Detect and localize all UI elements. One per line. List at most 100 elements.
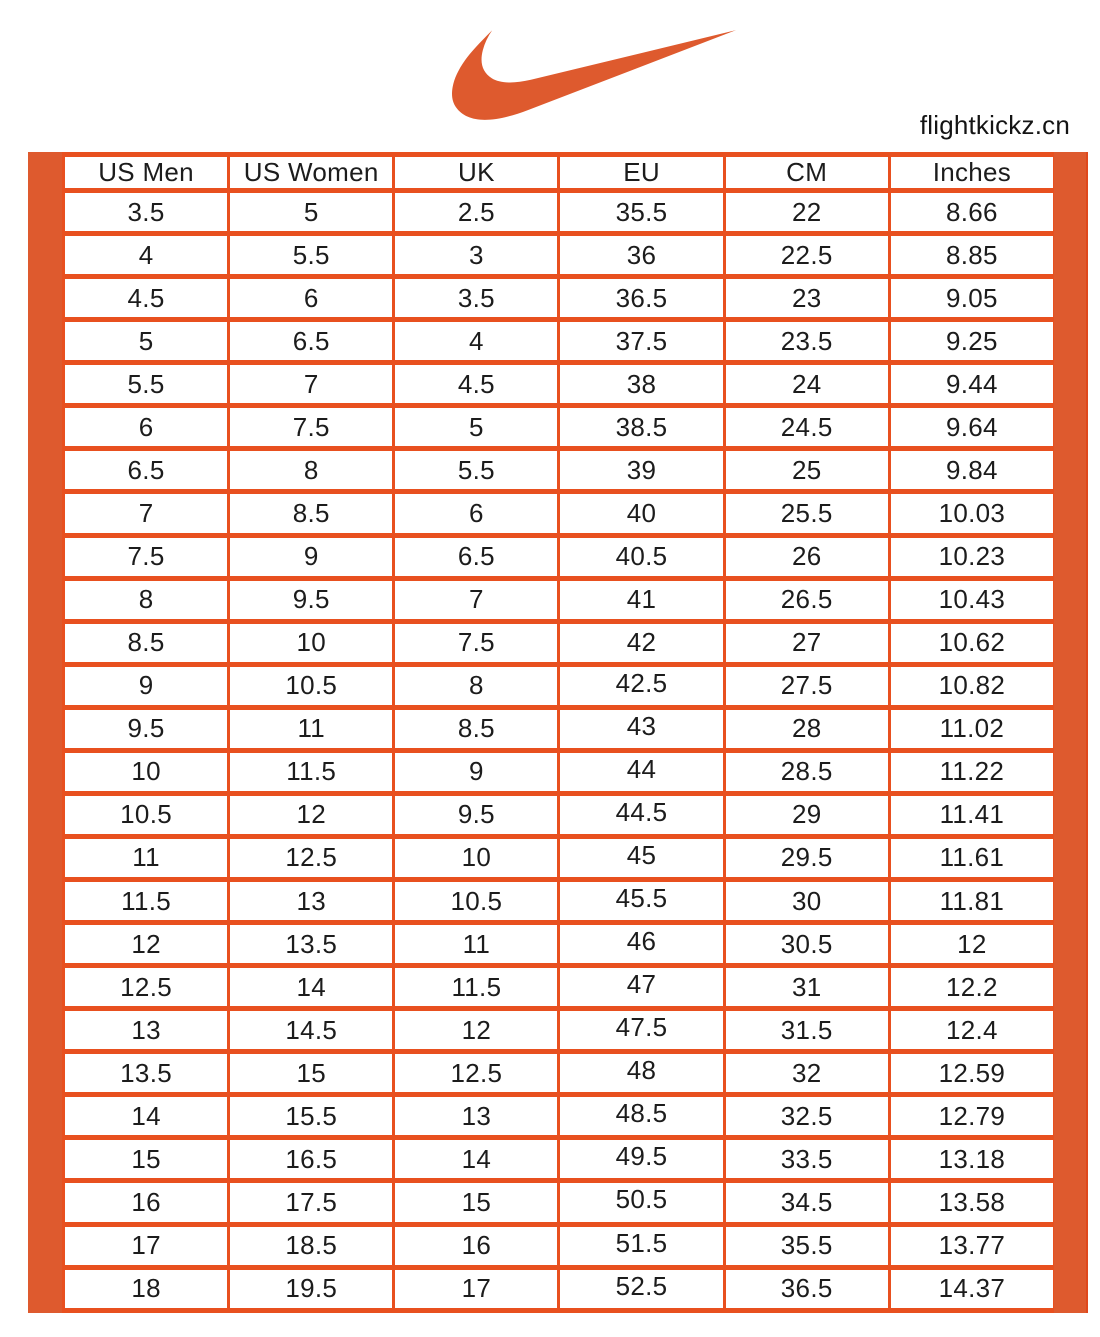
col-header-inches: Inches [887,152,1057,193]
table-row: 5 6.5 4 37.5 23.5 9.25 [61,317,1057,366]
cell-inches: 10.23 [887,532,1057,581]
cell-inches: 8.85 [887,231,1057,280]
cell-eu: 49.5 [557,1135,726,1184]
cell-inches: 9.64 [887,403,1057,452]
cell-us-women: 7 [227,360,396,409]
cell-eu: 38 [557,360,726,409]
cell-cm: 31.5 [722,1006,891,1055]
cell-uk: 9 [392,747,561,796]
cell-uk: 16 [392,1221,561,1270]
cell-cm: 34.5 [722,1178,891,1227]
cell-inches: 12.4 [887,1006,1057,1055]
right-accent-band [1054,152,1088,1313]
cell-us-women: 15 [227,1049,396,1098]
cell-cm: 35.5 [722,1221,891,1270]
cell-cm: 27 [722,618,891,667]
cell-inches: 11.22 [887,747,1057,796]
cell-us-women: 14.5 [227,1006,396,1055]
cell-eu: 36 [557,231,726,280]
cell-us-women: 9.5 [227,575,396,624]
cell-inches: 10.03 [887,489,1057,538]
cell-inches: 10.82 [887,661,1057,710]
cell-cm: 36.5 [722,1264,891,1314]
cell-us-women: 12 [227,790,396,839]
cell-us-men: 7 [61,489,231,538]
table-row: 4 5.5 3 36 22.5 8.85 [61,231,1057,280]
cell-eu: 48.5 [557,1092,726,1141]
cell-inches: 11.61 [887,833,1057,883]
cell-inches: 12.59 [887,1049,1057,1098]
cell-cm: 30.5 [722,920,891,969]
cell-uk: 17 [392,1264,561,1314]
cell-cm: 25 [722,446,891,495]
cell-uk: 3 [392,231,561,280]
cell-inches: 9.05 [887,274,1057,323]
cell-eu: 47.5 [557,1006,726,1055]
cell-us-men: 15 [61,1135,231,1184]
cell-us-women: 16.5 [227,1135,396,1184]
cell-us-men: 7.5 [61,532,231,581]
cell-us-women: 11.5 [227,747,396,796]
cell-eu: 43 [557,704,726,753]
cell-us-men: 13.5 [61,1049,231,1098]
cell-uk: 12 [392,1006,561,1055]
cell-cm: 30 [722,876,891,926]
cell-eu: 52.5 [557,1264,726,1314]
cell-eu: 51.5 [557,1221,726,1270]
cell-us-men: 14 [61,1092,231,1141]
cell-cm: 28 [722,704,891,753]
cell-uk: 8.5 [392,704,561,753]
cell-uk: 4.5 [392,360,561,409]
cell-inches: 12.2 [887,963,1057,1012]
cell-uk: 12.5 [392,1049,561,1098]
cell-us-women: 9 [227,532,396,581]
col-header-us-women: US Women [227,152,396,193]
cell-cm: 24.5 [722,403,891,452]
cell-us-men: 18 [61,1264,231,1314]
size-chart: US Men US Women UK EU CM Inches 3.5 5 2.5 3… [28,152,1088,1314]
table-row: 10.5 12 9.5 44.5 29 11.41 [61,790,1057,839]
table-row: 13.5 15 12.5 48 32 12.59 [61,1049,1057,1098]
cell-us-men: 9 [61,661,231,710]
cell-uk: 10 [392,833,561,883]
table-row: 8 9.5 7 41 26.5 10.43 [61,575,1057,624]
table-row: 7 8.5 6 40 25.5 10.03 [61,489,1057,538]
cell-us-women: 5 [227,187,396,237]
cell-us-men: 8 [61,575,231,624]
cell-inches: 8.66 [887,187,1057,237]
cell-uk: 5.5 [392,446,561,495]
table-row: 12.5 14 11.5 47 31 12.2 [61,963,1057,1012]
cell-eu: 39 [557,446,726,495]
cell-eu: 40.5 [557,532,726,581]
cell-us-men: 12 [61,920,231,969]
table-row: 11 12.5 10 45 29.5 11.61 [61,833,1057,883]
table-row: 5.5 7 4.5 38 24 9.44 [61,360,1057,409]
cell-us-men: 6 [61,403,231,452]
cell-uk: 6 [392,489,561,538]
cell-inches: 11.81 [887,876,1057,926]
cell-us-men: 16 [61,1178,231,1227]
cell-cm: 32.5 [722,1092,891,1141]
table-row: 7.5 9 6.5 40.5 26 10.23 [61,532,1057,581]
cell-cm: 24 [722,360,891,409]
cell-eu: 35.5 [557,187,726,237]
nike-swoosh-icon [452,30,736,120]
cell-us-women: 19.5 [227,1264,396,1314]
cell-uk: 6.5 [392,532,561,581]
cell-eu: 50.5 [557,1178,726,1227]
table-holder: US Men US Women UK EU CM Inches 3.5 5 2.5 3… [61,152,1057,1314]
cell-cm: 22 [722,187,891,237]
cell-us-men: 11.5 [61,876,231,926]
cell-cm: 29 [722,790,891,839]
cell-inches: 13.77 [887,1221,1057,1270]
cell-uk: 5 [392,403,561,452]
cell-eu: 45 [557,833,726,883]
cell-eu: 45.5 [557,876,726,926]
cell-us-women: 15.5 [227,1092,396,1141]
cell-cm: 33.5 [722,1135,891,1184]
table-row: 6 7.5 5 38.5 24.5 9.64 [61,403,1057,452]
cell-us-women: 11 [227,704,396,753]
cell-eu: 48 [557,1049,726,1098]
cell-inches: 11.02 [887,704,1057,753]
table-row: 12 13.5 11 46 30.5 12 [61,920,1057,969]
